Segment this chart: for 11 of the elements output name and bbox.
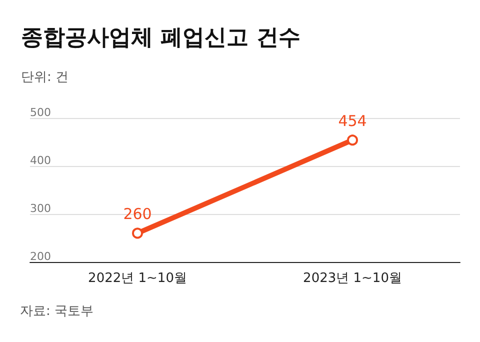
text: 자료: 국토부 (20, 304, 94, 319)
data-label: 454 (338, 112, 367, 130)
chart-subtitle: 단위: 건 (21, 70, 69, 85)
data-label: 260 (123, 205, 152, 224)
y-tick-label: 500 (30, 106, 51, 119)
x-tick-label: 2022년 1~10월 (88, 271, 187, 286)
y-tick-label: 400 (30, 154, 51, 167)
chart-title: 종합공사업체 폐업신고 건수 (21, 26, 300, 50)
y-tick-label: 200 (30, 250, 51, 263)
x-tick-label: 2023년 1~10월 (303, 271, 402, 286)
y-tick-label: 300 (30, 202, 51, 215)
